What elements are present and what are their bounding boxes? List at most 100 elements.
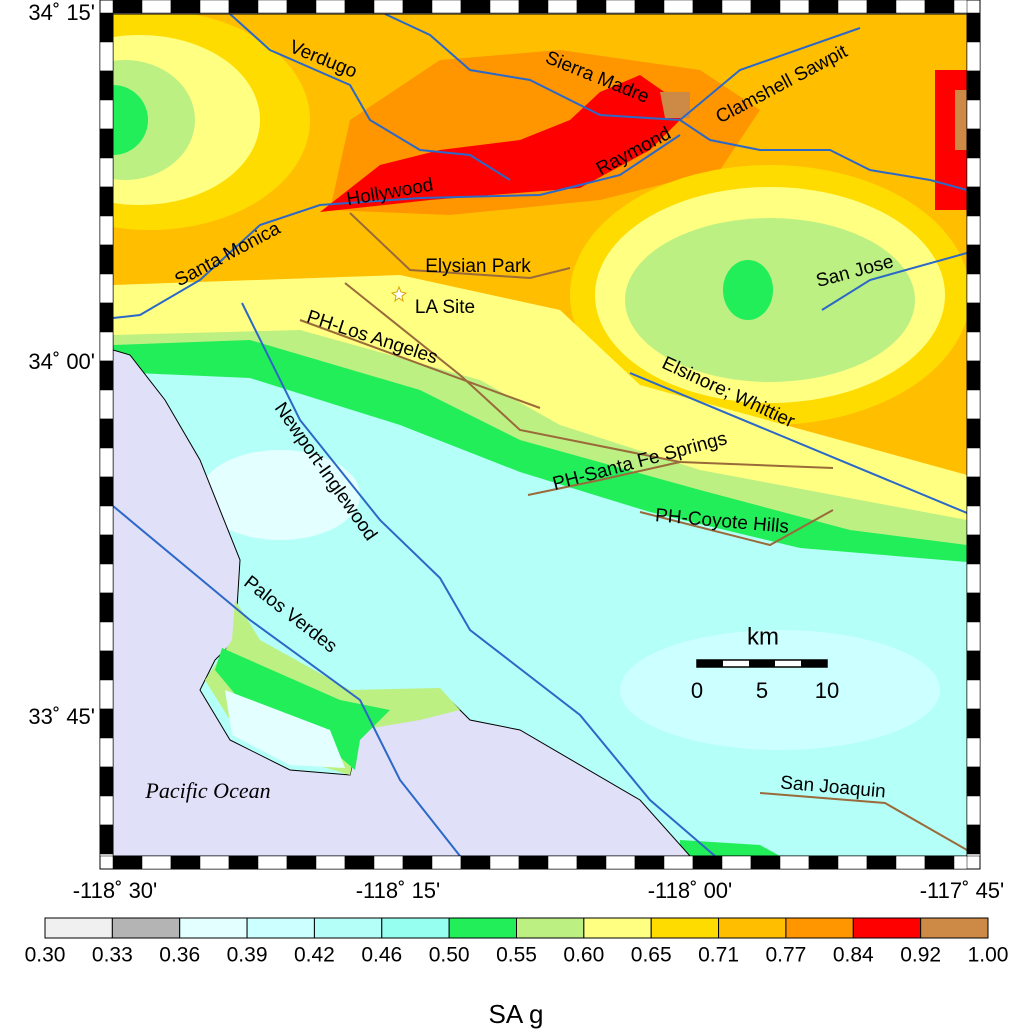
border-segment: [518, 0, 549, 14]
border-segment: [170, 0, 201, 14]
site-marker: [390, 285, 408, 303]
border-segment: [99, 157, 114, 188]
border-segment: [953, 0, 968, 14]
colorbar-label: 0.65: [631, 944, 672, 967]
colorbar-cell: [313, 917, 383, 939]
border-segment: [547, 0, 578, 14]
border-segment: [112, 0, 143, 14]
border-segment: [605, 0, 636, 14]
border-segment: [99, 418, 114, 449]
lat-label: 34˚ 00': [28, 349, 95, 374]
scale-label: 10: [815, 678, 839, 703]
border-segment: [966, 70, 981, 101]
border-segment: [966, 621, 981, 652]
border-segment: [547, 855, 578, 870]
border-segment: [966, 128, 981, 159]
colorbar-label: 0.36: [159, 944, 200, 967]
border-segment: [489, 0, 520, 14]
map-border: [99, 0, 981, 870]
border-segment: [576, 0, 607, 14]
border-segment: [99, 824, 114, 855]
colorbar-cell: [718, 917, 787, 939]
border-segment: [373, 0, 404, 14]
border-segment: [99, 128, 114, 159]
border-segment: [99, 273, 114, 304]
border-segment: [373, 855, 404, 870]
border-segment: [99, 215, 114, 246]
colorbar-label: 0.60: [563, 944, 604, 967]
border-segment: [99, 563, 114, 594]
border-segment: [99, 679, 114, 710]
colorbar-cell: [785, 917, 854, 939]
site-label: LA Site: [415, 297, 475, 318]
border-segment: [99, 853, 114, 857]
border-segment: [99, 766, 114, 797]
border-segment: [966, 795, 981, 826]
border-segment: [966, 418, 981, 449]
border-segment: [460, 0, 491, 14]
border-segment: [199, 855, 230, 870]
colorbar-cell: [852, 917, 922, 939]
colorbar-label: 0.84: [833, 944, 874, 967]
colorbar-cell: [516, 917, 585, 939]
border-segment: [966, 302, 981, 333]
border-segment: [663, 855, 694, 870]
border-segment: [199, 0, 230, 14]
lat-label: 34˚ 15': [28, 0, 95, 25]
lat-label: 33˚ 45': [28, 704, 95, 729]
border-segment: [112, 855, 143, 870]
border-segment: [750, 0, 781, 14]
colorbar-cell: [111, 917, 181, 939]
scale-label: 5: [756, 678, 768, 703]
border-segment: [431, 855, 462, 870]
border-segment: [315, 855, 346, 870]
colorbar-label: 0.39: [227, 944, 268, 967]
border-segment: [808, 855, 839, 870]
border-segment: [489, 855, 520, 870]
border-segment: [966, 99, 981, 130]
border-segment: [966, 563, 981, 594]
lon-label: -118˚ 30': [73, 878, 158, 903]
border-segment: [966, 157, 981, 188]
border-segment: [402, 855, 433, 870]
border-segment: [286, 0, 317, 14]
border-segment: [966, 215, 981, 246]
colorbar-cell: [650, 917, 720, 939]
border-segment: [99, 476, 114, 507]
colorbar-cell: [920, 917, 989, 939]
colorbar-cell: [179, 917, 248, 939]
border-segment: [966, 650, 981, 681]
border-segment: [966, 534, 981, 565]
border-segment: [634, 0, 665, 14]
border-segment: [837, 0, 868, 14]
border-segment: [99, 621, 114, 652]
border-segment: [518, 855, 549, 870]
colorbar-label: 0.55: [496, 944, 537, 967]
colorbar-label: 0.71: [698, 944, 739, 967]
border-segment: [837, 855, 868, 870]
border-segment: [286, 855, 317, 870]
border-segment: [966, 41, 981, 72]
border-segment: [966, 273, 981, 304]
border-segment: [228, 855, 259, 870]
border-segment: [692, 0, 723, 14]
border-segment: [966, 737, 981, 768]
border-segment: [99, 389, 114, 420]
border-segment: [808, 0, 839, 14]
border-segment: [460, 855, 491, 870]
border-segment: [99, 534, 114, 565]
border-segment: [315, 0, 346, 14]
border-segment: [966, 447, 981, 478]
border-segment: [99, 795, 114, 826]
border-segment: [99, 360, 114, 391]
border-segment: [895, 0, 926, 14]
border-segment: [924, 0, 955, 14]
border-segment: [344, 855, 375, 870]
colorbar-label: 0.50: [429, 944, 470, 967]
border-segment: [257, 0, 288, 14]
border-segment: [663, 0, 694, 14]
border-segment: [402, 0, 433, 14]
border-segment: [966, 853, 981, 857]
colorbar-label: 0.33: [92, 944, 133, 967]
